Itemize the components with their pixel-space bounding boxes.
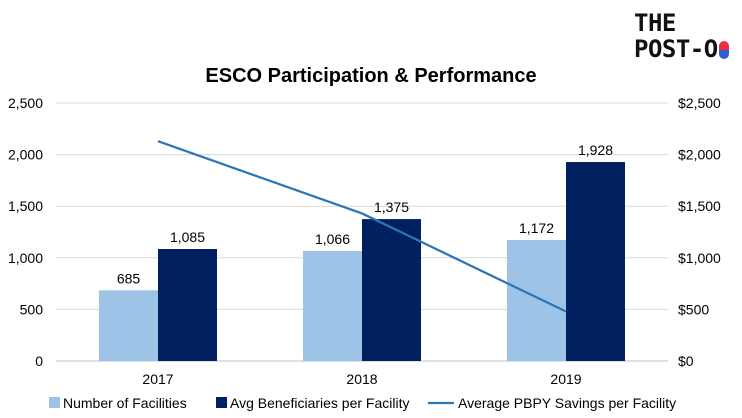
- bar: [566, 162, 625, 361]
- legend-label: Avg Beneficiaries per Facility: [230, 395, 409, 411]
- chart-title: ESCO Participation & Performance: [205, 65, 536, 87]
- y-left-tick-label: 1,500: [8, 198, 43, 214]
- y-left-tick-label: 2,500: [8, 95, 43, 111]
- bar: [158, 249, 217, 361]
- logo-line-post-op: POST-O: [634, 36, 734, 62]
- y-left-tick-label: 0: [35, 353, 43, 369]
- bar: [362, 219, 421, 361]
- data-labels: 685 1,066 1,172 1,085 1,375 1,928: [117, 142, 613, 286]
- y-right-tick-label: $2,000: [678, 147, 721, 163]
- series-line: [157, 140, 567, 313]
- y-right-tick-label: $2,500: [678, 95, 721, 111]
- legend-label: Average PBPY Savings per Facility: [458, 395, 676, 411]
- bar: [303, 250, 362, 361]
- data-label: 1,928: [578, 142, 613, 158]
- data-label: 1,172: [519, 220, 554, 236]
- legend-label: Number of Facilities: [63, 395, 187, 411]
- brand-logo: THE POST-O: [634, 10, 734, 62]
- legend-swatch: [49, 397, 60, 408]
- x-tick-label: 2019: [550, 371, 581, 387]
- x-tick-label: 2018: [346, 371, 377, 387]
- legend-swatch: [216, 397, 227, 408]
- y-left-tick-label: 1,000: [8, 250, 43, 266]
- y-right-tick-label: $1,000: [678, 250, 721, 266]
- y-right-tick-label: $500: [678, 301, 709, 317]
- bar: [507, 240, 566, 361]
- data-label: 1,066: [315, 231, 350, 247]
- logo-line-the: THE: [634, 9, 676, 37]
- line-series: [157, 140, 567, 313]
- x-tick-label: 2017: [142, 371, 173, 387]
- bar: [99, 290, 158, 361]
- axes: 0 $0 500 $500 1,000 $1,000 1,500 $1,500 2,000 $2,…: [8, 95, 721, 387]
- y-right-tick-label: $1,500: [678, 198, 721, 214]
- y-right-tick-label: $0: [678, 353, 694, 369]
- legend: Number of Facilities Avg Beneficiaries pe…: [49, 395, 676, 411]
- y-left-tick-label: 2,000: [8, 147, 43, 163]
- pill-icon: [718, 41, 729, 59]
- data-label: 1,085: [170, 229, 205, 245]
- bars: [99, 162, 625, 361]
- data-label: 1,375: [374, 199, 409, 215]
- data-label: 685: [117, 270, 141, 286]
- y-left-tick-label: 500: [20, 301, 44, 317]
